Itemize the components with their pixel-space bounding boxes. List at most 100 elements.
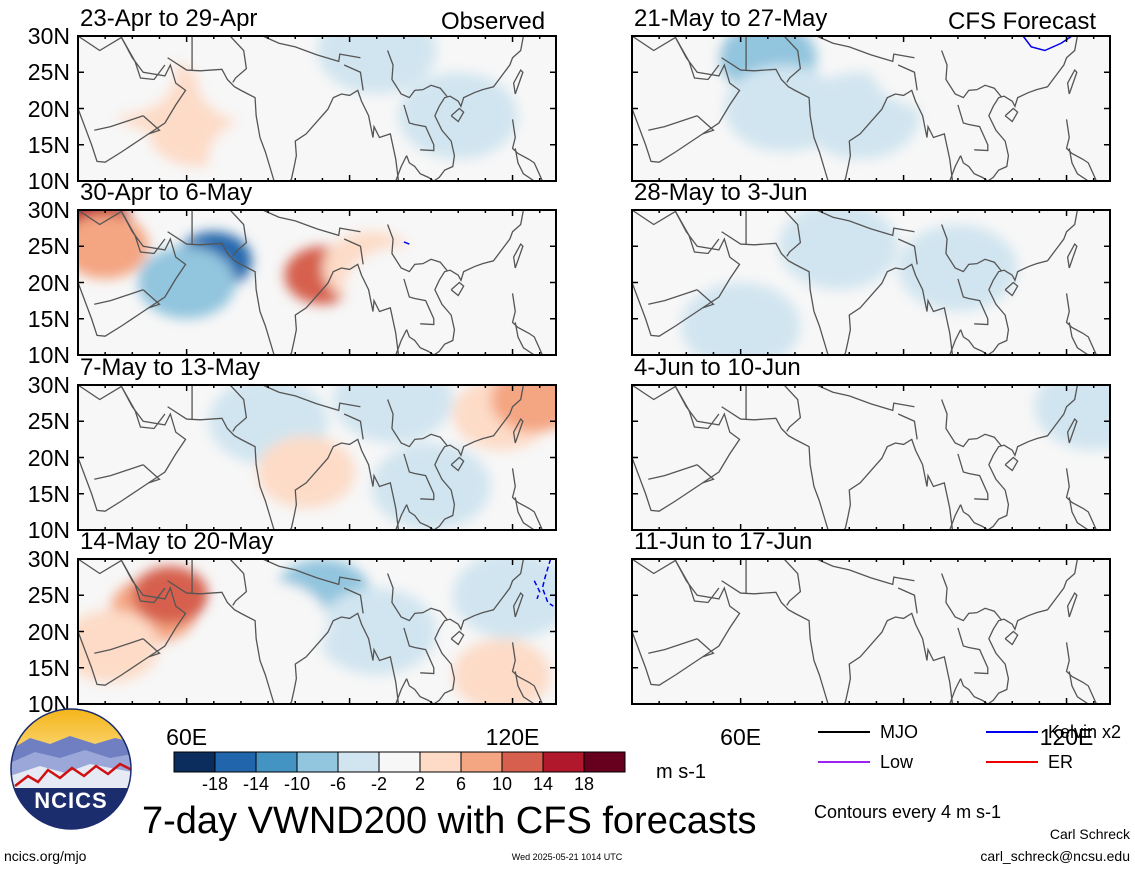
forecast-label: CFS Forecast: [948, 8, 1097, 35]
y-tick-label: 15N: [27, 131, 70, 158]
legend-label: MJO: [880, 722, 918, 742]
legend-label: Kelvin x2: [1048, 722, 1122, 742]
panel-title-7: 4-Jun to 10-Jun: [634, 354, 801, 381]
colorbar-swatch: [583, 751, 626, 773]
x-tick-label: 120E: [1039, 724, 1094, 750]
map-panel-2: [77, 209, 557, 356]
panel-title-5: 21-May to 27-May: [634, 5, 828, 32]
colorbar-swatch: [542, 751, 585, 773]
y-tick-label: 15N: [27, 480, 70, 507]
kelvin-contour: [403, 241, 410, 245]
colorbar-swatch: [214, 751, 257, 773]
panel-title-3: 7-May to 13-May: [80, 354, 261, 381]
y-tick-label: 20N: [27, 95, 70, 122]
panel-title-4: 14-May to 20-May: [80, 528, 274, 555]
colorbar: [173, 751, 626, 773]
map-panel-4: [77, 558, 557, 705]
anomaly-blob: [995, 646, 1110, 704]
anomaly-blob: [208, 580, 328, 668]
logo-text: NCICS: [34, 788, 108, 813]
coastlines: [78, 36, 544, 181]
colorbar-swatch: [337, 751, 380, 773]
colorbar-tick-label: 6: [455, 774, 466, 794]
y-tick-label: 20N: [27, 269, 70, 296]
anomaly-blob: [1033, 385, 1110, 451]
chart-title: 7-day VWND200 with CFS forecasts: [142, 800, 757, 842]
anomaly-blob: [208, 115, 328, 181]
kelvin-contour: [533, 580, 541, 600]
y-tick-label: 30N: [27, 546, 70, 572]
anomaly-blob: [452, 638, 551, 704]
anomaly-blob: [898, 224, 1018, 312]
anomaly-blob: [99, 385, 220, 458]
anomaly-blob: [452, 289, 556, 355]
coastlines: [632, 36, 1098, 181]
ncics-logo: NCICS: [10, 708, 132, 830]
anomaly-blob: [78, 213, 149, 279]
y-tick-label: 25N: [27, 233, 70, 260]
colorbar-tick-label: 10: [491, 774, 513, 794]
anomaly-blob: [137, 246, 236, 319]
timestamp: Wed 2025-05-21 1014 UTC: [511, 852, 623, 862]
colorbar-tick-label: 18: [573, 774, 595, 794]
anomaly-blob: [490, 385, 556, 433]
coastlines: [78, 210, 544, 355]
author-name: Carl Schreck: [1049, 826, 1130, 842]
colorbar-swatch: [419, 751, 462, 773]
panel-title-6: 28-May to 3-Jun: [634, 179, 808, 206]
y-tick-label: 10N: [27, 342, 70, 368]
map-panel-3: [77, 384, 557, 531]
anomaly-blob: [257, 435, 356, 509]
panel-title-1: 23-Apr to 29-Apr: [80, 5, 258, 32]
anomaly-blob: [871, 36, 991, 109]
colorbar-swatch: [255, 751, 298, 773]
anomaly-blob: [680, 282, 801, 355]
y-tick-label: 25N: [27, 408, 70, 435]
anomaly-blob: [132, 566, 209, 625]
legend-label: Low: [880, 752, 914, 772]
colorbar-tick-label: -10: [283, 774, 310, 794]
logo-mountains-icon: [10, 708, 132, 830]
colorbar-tick-label: -6: [329, 774, 346, 794]
anomaly-blob: [78, 36, 176, 116]
x-tick-label: 60E: [720, 724, 762, 750]
coastlines: [78, 559, 554, 704]
map-panel-8: [631, 558, 1111, 705]
anomaly-blob: [925, 385, 1045, 472]
colorbar-tick-label: 14: [532, 774, 554, 794]
y-tick-label: 20N: [27, 618, 70, 645]
colorbar-tick-label: -18: [201, 774, 228, 794]
y-tick-label: 30N: [27, 372, 70, 398]
anomaly-blob: [452, 559, 556, 639]
colorbar-swatch: [460, 751, 503, 773]
website-link[interactable]: ncics.org/mjo: [4, 848, 87, 864]
x-tick-label: 120E: [485, 724, 540, 750]
anomaly-blob: [197, 36, 317, 123]
author-email: carl_schreck@ncsu.edu: [980, 848, 1130, 864]
colorbar-swatch: [378, 751, 421, 773]
anomaly-blob: [344, 246, 464, 334]
anomaly-blob: [778, 210, 899, 290]
coastlines: [78, 385, 544, 530]
colorbar-swatch: [296, 751, 339, 773]
y-tick-label: 10N: [27, 517, 70, 543]
y-tick-label: 20N: [27, 444, 70, 471]
anomaly-blob: [398, 72, 518, 160]
colorbar-tick-label: -14: [242, 774, 269, 794]
colorbar-tick-label: 2: [414, 774, 425, 794]
kelvin-contour: [541, 559, 554, 607]
colorbar-swatch: [501, 751, 544, 773]
y-tick-label: 25N: [27, 582, 70, 609]
colorbar-swatch: [173, 751, 216, 773]
y-tick-label: 25N: [27, 59, 70, 86]
coastlines: [632, 385, 1098, 530]
y-tick-label: 15N: [27, 305, 70, 332]
map-panel-7: [631, 384, 1111, 531]
colorbar-tick-label: -2: [370, 774, 387, 794]
anomaly-blob: [317, 36, 437, 94]
y-tick-label: 30N: [27, 23, 70, 49]
x-tick-label: 60E: [166, 724, 208, 750]
anomaly-blob: [78, 609, 160, 683]
units-label: m s-1: [656, 761, 706, 783]
